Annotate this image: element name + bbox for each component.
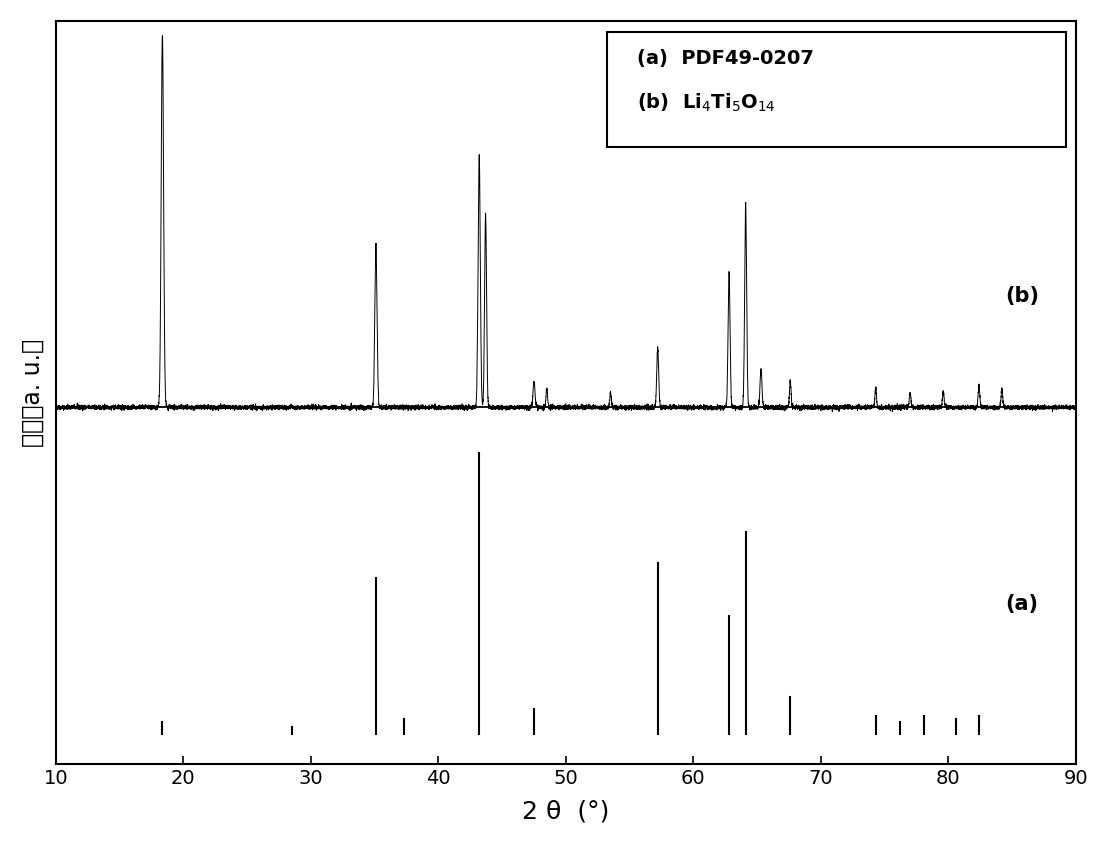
X-axis label: 2 θ  (°): 2 θ (°) (522, 799, 610, 823)
Text: (b): (b) (1006, 286, 1040, 306)
Text: (b)  Li$_4$Ti$_5$O$_{14}$: (b) Li$_4$Ti$_5$O$_{14}$ (638, 91, 776, 114)
FancyBboxPatch shape (607, 32, 1066, 147)
Y-axis label: 强度（a. u.）: 强度（a. u.） (21, 338, 44, 446)
Text: (a): (a) (1006, 593, 1039, 614)
Text: (a)  PDF49-0207: (a) PDF49-0207 (638, 49, 814, 68)
